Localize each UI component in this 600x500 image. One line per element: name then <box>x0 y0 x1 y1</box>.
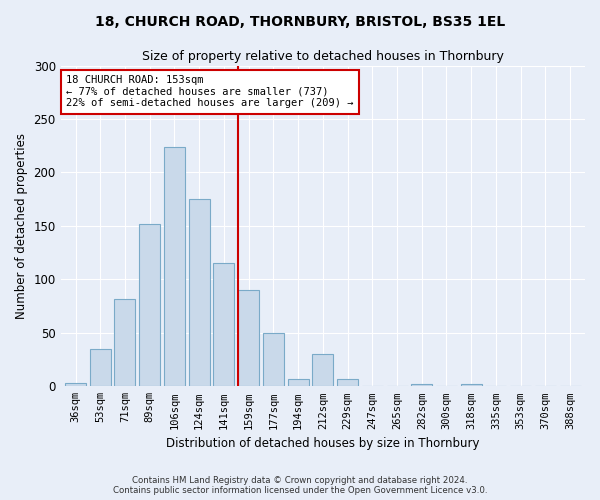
Text: Contains HM Land Registry data © Crown copyright and database right 2024.
Contai: Contains HM Land Registry data © Crown c… <box>113 476 487 495</box>
Y-axis label: Number of detached properties: Number of detached properties <box>15 133 28 319</box>
Bar <box>263 333 284 386</box>
Bar <box>411 384 432 386</box>
Bar <box>188 199 209 386</box>
Bar <box>164 147 185 386</box>
Bar <box>287 379 308 386</box>
Bar <box>214 264 235 386</box>
Bar <box>139 224 160 386</box>
Bar <box>238 290 259 386</box>
X-axis label: Distribution of detached houses by size in Thornbury: Distribution of detached houses by size … <box>166 437 479 450</box>
Bar <box>461 384 482 386</box>
Bar <box>115 298 136 386</box>
Text: 18, CHURCH ROAD, THORNBURY, BRISTOL, BS35 1EL: 18, CHURCH ROAD, THORNBURY, BRISTOL, BS3… <box>95 15 505 29</box>
Title: Size of property relative to detached houses in Thornbury: Size of property relative to detached ho… <box>142 50 504 63</box>
Bar <box>313 354 334 386</box>
Bar <box>337 379 358 386</box>
Bar <box>65 383 86 386</box>
Text: 18 CHURCH ROAD: 153sqm
← 77% of detached houses are smaller (737)
22% of semi-de: 18 CHURCH ROAD: 153sqm ← 77% of detached… <box>66 75 353 108</box>
Bar <box>90 349 111 387</box>
